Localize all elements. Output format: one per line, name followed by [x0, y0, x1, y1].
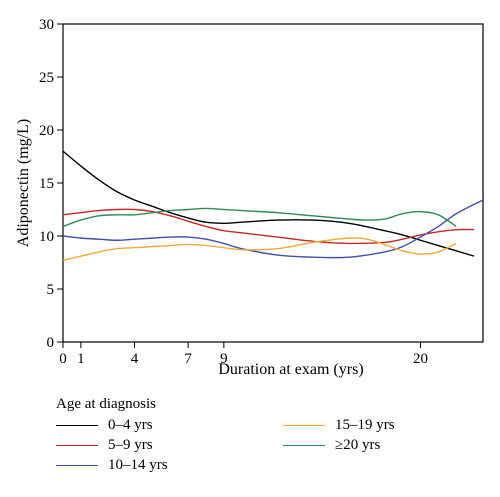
x-tick-label: 7 — [184, 351, 192, 367]
series-line-10-14-yrs — [62, 199, 484, 259]
legend-label: ≥20 yrs — [335, 437, 381, 453]
y-tick-label: 15 — [39, 176, 54, 192]
x-tick-label: 9 — [220, 351, 228, 367]
legend-swatch — [56, 465, 98, 466]
legend-swatch — [283, 425, 325, 426]
legend-swatch — [56, 445, 98, 446]
legend-item-20-plus: ≥20 yrs — [283, 437, 380, 454]
y-tick-label: 0 — [47, 335, 55, 351]
legend-item-10-14: 10–14 yrs — [56, 457, 168, 474]
legend-label: 0–4 yrs — [108, 417, 153, 433]
legend-swatch — [56, 425, 98, 426]
legend-label: 5–9 yrs — [108, 437, 153, 453]
legend-label: 10–14 yrs — [108, 457, 168, 473]
y-tick-label: 25 — [39, 70, 54, 86]
legend-title: Age at diagnosis — [56, 396, 156, 412]
plot-frame — [62, 23, 484, 343]
y-tick-label: 30 — [39, 17, 54, 33]
x-axis-ticks: 0 1 4 7 9 20 — [59, 342, 428, 367]
series-line-20-plus-yrs — [62, 207, 457, 228]
x-tick-label: 20 — [413, 351, 428, 367]
y-axis-title: Adiponectin (mg/L) — [15, 119, 32, 247]
series-lines — [62, 150, 484, 262]
x-axis-title: Duration at exam (yrs) — [218, 361, 363, 378]
x-tick-label: 4 — [131, 351, 139, 367]
legend-item-5-9: 5–9 yrs — [56, 437, 153, 454]
y-axis-ticks: 0 5 10 15 20 25 30 — [39, 17, 63, 351]
y-tick-label: 20 — [39, 123, 54, 139]
series-line-5-9-yrs — [62, 208, 475, 245]
x-tick-label: 0 — [59, 351, 67, 367]
legend: Age at diagnosis 0–4 yrs 5–9 yrs 10–14 y… — [56, 396, 496, 492]
legend-item-0-4: 0–4 yrs — [56, 417, 153, 434]
legend-item-15-19: 15–19 yrs — [283, 417, 395, 434]
series-line-0-4-yrs — [62, 150, 475, 257]
axes — [62, 23, 484, 343]
legend-label: 15–19 yrs — [335, 417, 395, 433]
legend-swatch — [283, 445, 325, 446]
y-tick-label: 5 — [47, 282, 55, 298]
series-line-15-19-yrs — [62, 237, 457, 262]
x-tick-label: 1 — [77, 351, 85, 367]
y-tick-label: 10 — [39, 229, 54, 245]
